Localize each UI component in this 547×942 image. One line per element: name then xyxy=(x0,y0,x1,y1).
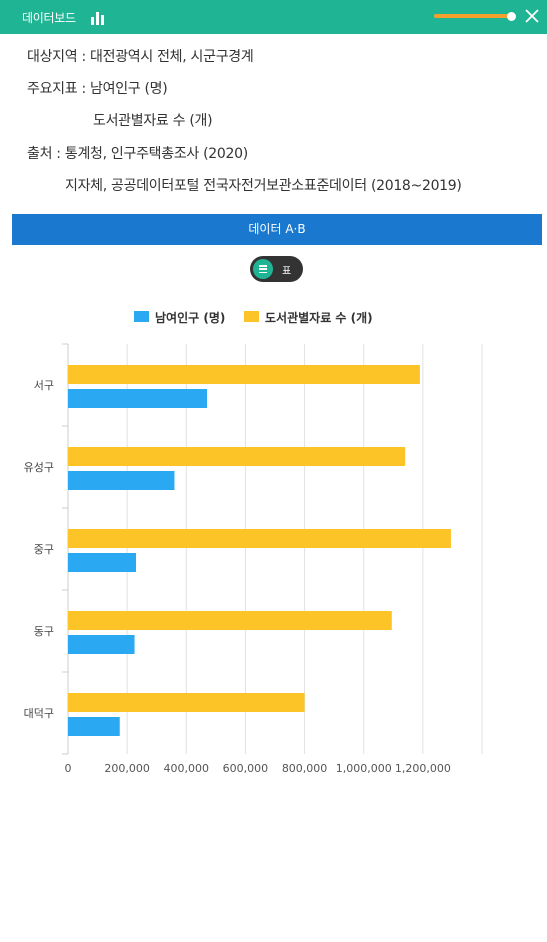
data-ab-banner[interactable]: 데이터 A·B xyxy=(12,214,542,245)
table-toggle[interactable]: 표 xyxy=(250,256,303,282)
x-tick-label: 1,200,000 xyxy=(395,762,451,775)
source-text: 출처 : 통계청, 인구주택총조사 (2020) xyxy=(27,146,248,162)
bar-chart-icon[interactable] xyxy=(90,11,106,25)
indicator-text-2: 도서관별자료 수 (개) xyxy=(93,113,213,129)
legend-swatch-library[interactable] xyxy=(244,311,259,322)
bar-population xyxy=(68,717,120,736)
bar-population xyxy=(68,389,207,408)
toggle-label: 표 xyxy=(282,266,292,277)
bar-population xyxy=(68,635,135,654)
app-title: 데이터보드 xyxy=(22,11,76,25)
close-icon[interactable] xyxy=(522,6,542,26)
category-label: 서구 xyxy=(34,379,54,392)
bar-library xyxy=(68,529,451,548)
bar-library xyxy=(68,365,420,384)
category-label: 동구 xyxy=(34,625,54,638)
x-tick-label: 1,000,000 xyxy=(336,762,392,775)
legend-label-population[interactable]: 남여인구 (명) xyxy=(155,311,226,325)
category-label: 중구 xyxy=(34,543,54,556)
category-label: 대덕구 xyxy=(24,707,54,720)
x-tick-label: 600,000 xyxy=(223,762,269,775)
bar-population xyxy=(68,471,175,490)
legend-swatch-population[interactable] xyxy=(134,311,149,322)
indicator-text: 주요지표 : 남여인구 (명) xyxy=(27,81,168,97)
slider-handle[interactable] xyxy=(507,12,516,21)
list-icon[interactable] xyxy=(253,259,273,279)
bar-population xyxy=(68,553,137,572)
legend-label-library[interactable]: 도서관별자료 수 (개) xyxy=(265,311,373,325)
x-tick-label: 800,000 xyxy=(282,762,328,775)
x-tick-label: 400,000 xyxy=(164,762,210,775)
opacity-slider[interactable] xyxy=(434,14,514,18)
source-text-2: 지자체, 공공데이터포털 전국자전거보관소표준데이터 (2018~2019) xyxy=(65,178,462,194)
bar-library xyxy=(68,447,406,466)
x-tick-label: 200,000 xyxy=(104,762,150,775)
category-label: 유성구 xyxy=(24,461,54,474)
region-text: 대상지역 : 대전광역시 전체, 시군구경계 xyxy=(27,49,254,65)
bar-library xyxy=(68,693,305,712)
x-tick-label: 0 xyxy=(65,762,72,775)
app-header: 데이터보드 xyxy=(0,0,547,34)
bar-library xyxy=(68,611,392,630)
